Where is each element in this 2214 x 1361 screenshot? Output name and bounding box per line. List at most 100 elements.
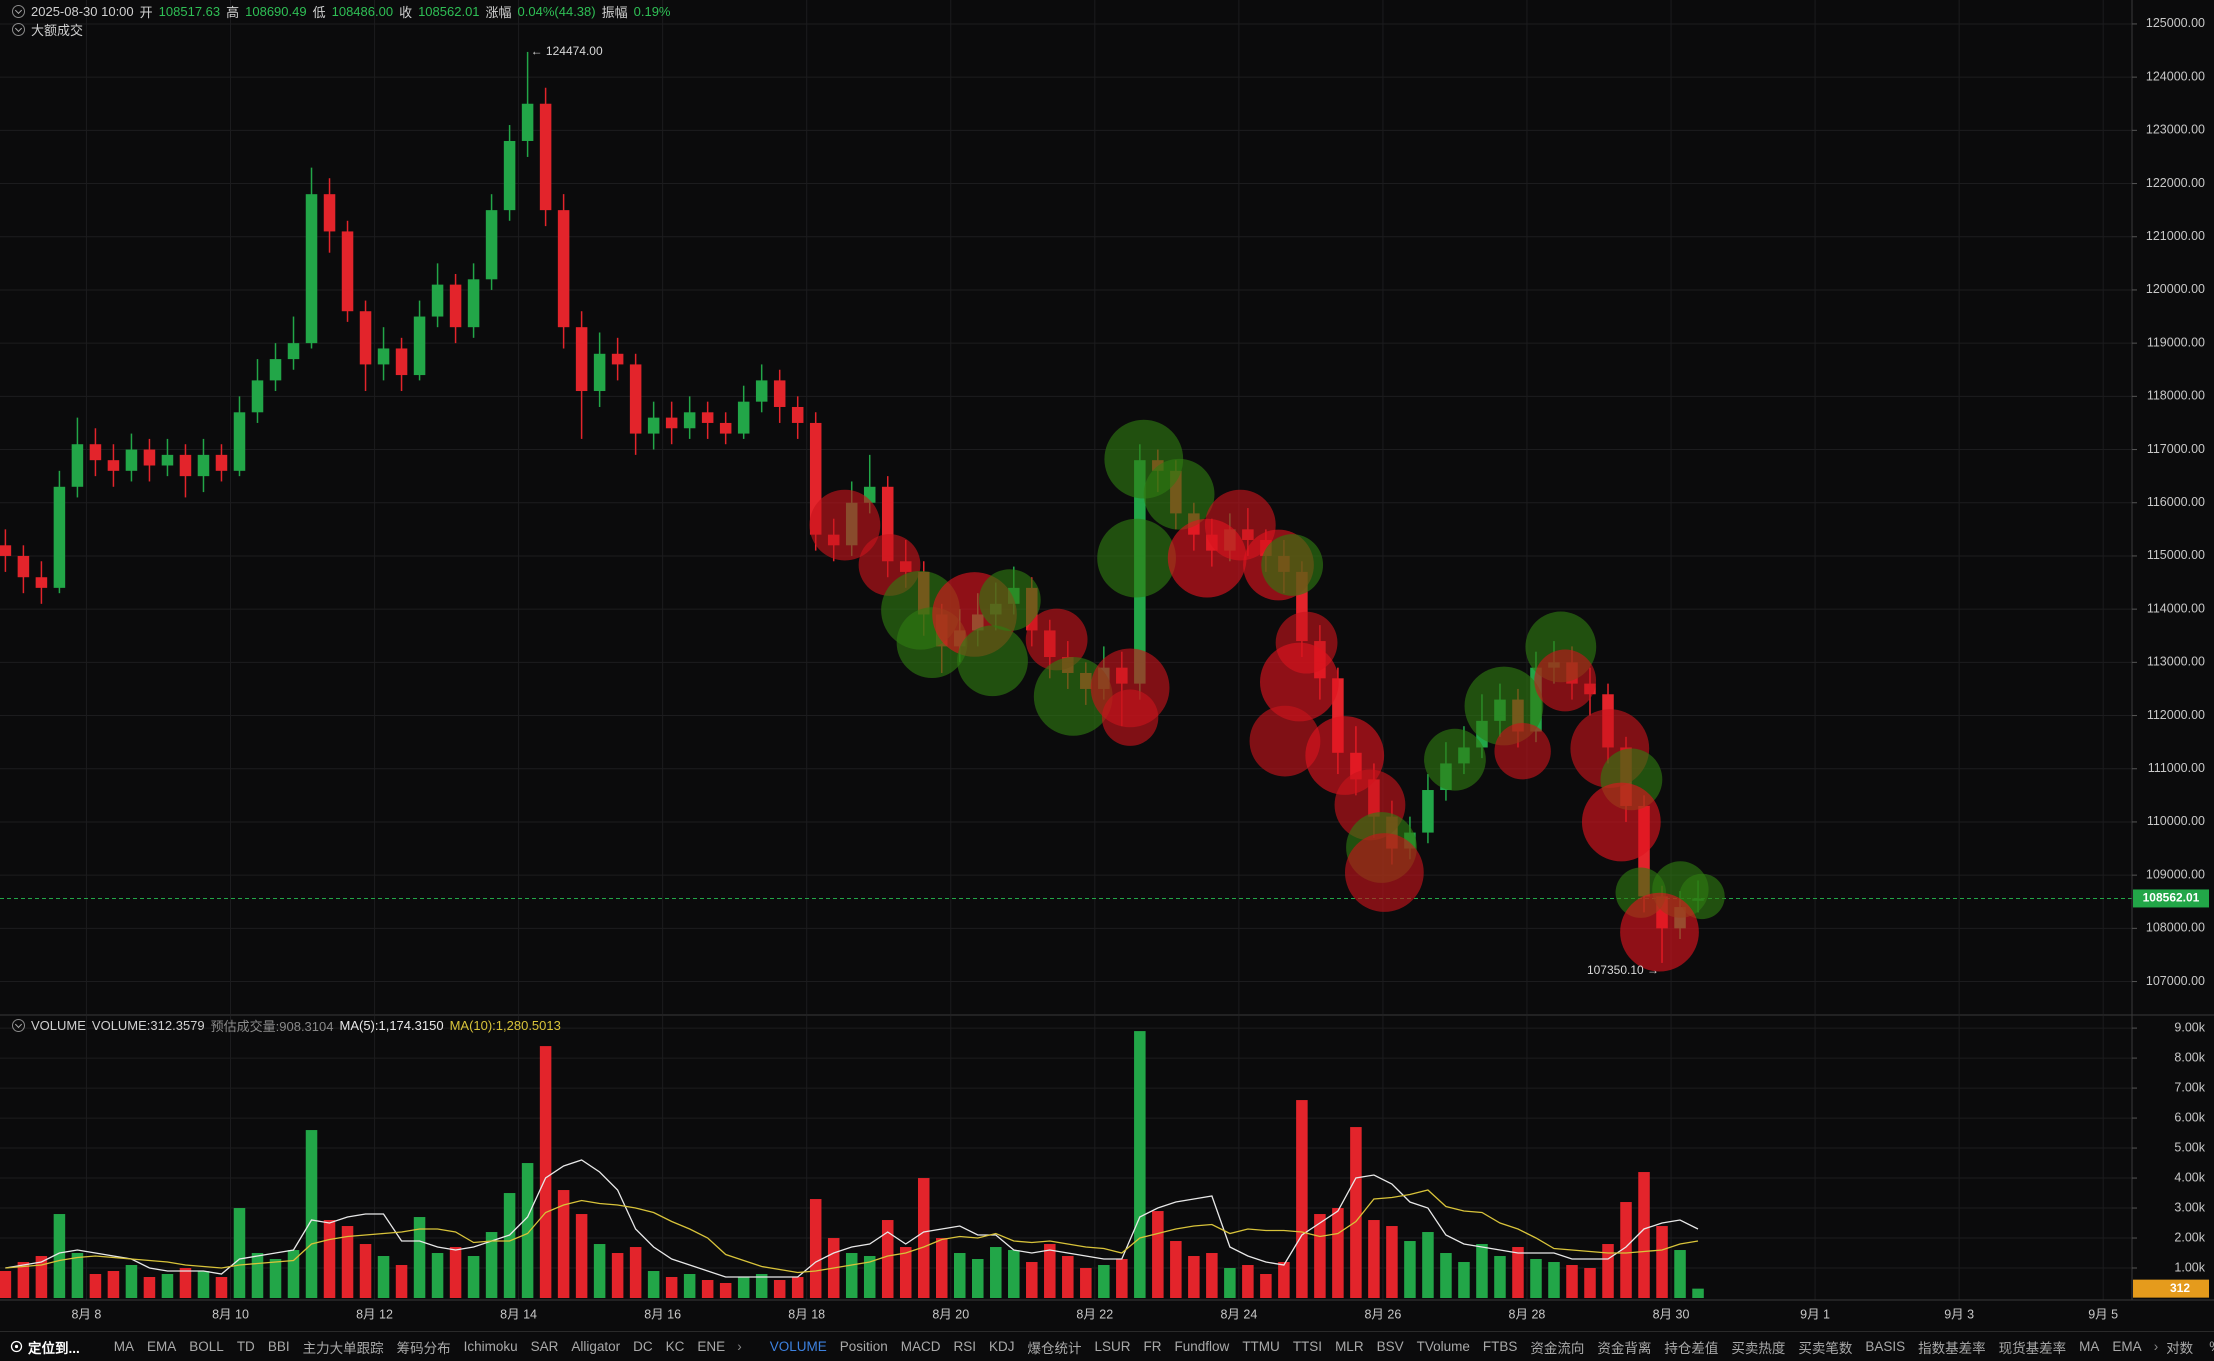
large-trade-bubble [1259, 642, 1339, 722]
volume-bar [647, 1271, 660, 1298]
indicator-item[interactable]: FTBS [1482, 1339, 1518, 1354]
locate-text: 定位到... [28, 1340, 80, 1356]
y-tick-label: 109000.00 [2146, 867, 2205, 881]
more-arrow[interactable]: › [737, 1339, 742, 1354]
last-volume-box [2133, 1279, 2209, 1298]
indicator-item[interactable]: DC [633, 1339, 653, 1354]
indicator-item[interactable]: LSUR [1094, 1339, 1131, 1354]
indicator-item[interactable]: BSV [1376, 1339, 1404, 1354]
indicator-item[interactable]: Fundflow [1174, 1339, 1230, 1354]
x-tick-label: 9月 1 [1800, 1307, 1830, 1321]
indicator-item[interactable]: FR [1143, 1339, 1162, 1354]
candle-body [269, 359, 282, 381]
volume-bar [791, 1277, 804, 1298]
ma-line [5, 1159, 1699, 1278]
indicator-item[interactable]: BBI [267, 1339, 290, 1354]
scale-option[interactable]: 对数 [2166, 1340, 2194, 1356]
volume-bar [485, 1232, 498, 1298]
indicator-item[interactable]: MLR [1335, 1339, 1364, 1354]
more-arrow[interactable]: › [2153, 1339, 2159, 1354]
volume-bar [1134, 1031, 1146, 1298]
indicator-item[interactable]: TTSI [1292, 1339, 1323, 1354]
main-indicators: MA EMA BOLL TD BBI 主力大单跟踪 筹码分布 Ichimoku SAR Allig… [114, 1337, 725, 1357]
volume-bar [990, 1247, 1002, 1298]
volume-bar [719, 1283, 732, 1298]
collapse-toggle[interactable] [12, 1019, 25, 1032]
volume-bar [1404, 1241, 1416, 1298]
indicator-item[interactable]: TTMU [1242, 1339, 1280, 1354]
volume-bar [1422, 1232, 1434, 1298]
volume-bar [197, 1271, 210, 1298]
volume-bar [413, 1217, 426, 1298]
candle-body [521, 103, 534, 141]
collapse-toggle[interactable] [12, 23, 25, 36]
indicator-item[interactable]: MA [2079, 1339, 2100, 1354]
large-trade-bubble [1620, 892, 1699, 972]
scale-option[interactable]: % [2209, 1339, 2214, 1354]
indicator-item[interactable]: TVolume [1416, 1339, 1470, 1354]
x-tick-label: 8月 16 [644, 1307, 681, 1321]
extreme-label: ← 124474.00 [531, 44, 603, 58]
candle-body [359, 311, 372, 365]
candle-body [377, 348, 390, 365]
large-trade-bubble [978, 569, 1041, 631]
field-label: 开 [139, 5, 153, 20]
candle-body [395, 348, 408, 376]
indicator-item[interactable]: SAR [530, 1339, 559, 1354]
indicator-item[interactable]: 筹码分布 [396, 1340, 451, 1356]
x-tick-label: 8月 8 [71, 1307, 101, 1321]
indicator-item[interactable]: VOLUME [769, 1339, 827, 1354]
y-tick-label: 122000.00 [2146, 176, 2205, 190]
indicator-item[interactable]: 爆仓统计 [1027, 1340, 1082, 1356]
indicator-item[interactable]: KC [665, 1339, 685, 1354]
indicator-item[interactable]: Position [839, 1339, 888, 1354]
volume-bar [305, 1130, 318, 1298]
x-tick-label: 8月 14 [500, 1307, 537, 1321]
volume-bar [1260, 1274, 1272, 1298]
volume-bar [1566, 1265, 1578, 1298]
indicator-item[interactable]: BASIS [1865, 1339, 1906, 1354]
candle-body [71, 444, 84, 487]
indicator-item[interactable]: Alligator [571, 1339, 621, 1354]
field-value: 108486.00 [331, 4, 394, 19]
volume-bar [449, 1247, 462, 1298]
ohlc-header: 2025-08-30 10:00 开 108517.63 高 108690.49 低 10… [12, 2, 671, 21]
indicator-item[interactable]: EMA [147, 1339, 177, 1354]
candle-body [413, 316, 426, 376]
collapse-toggle[interactable] [12, 5, 25, 18]
indicator-item[interactable]: MA [113, 1339, 135, 1354]
indicator-item[interactable]: 买卖热度 [1731, 1340, 1786, 1356]
indicator-item[interactable]: ENE [697, 1339, 726, 1354]
indicator-item[interactable]: TD [236, 1339, 255, 1354]
candle-body [17, 555, 30, 578]
indicator-item[interactable]: 现货基差率 [1998, 1340, 2067, 1356]
indicator-item[interactable]: 买卖笔数 [1798, 1340, 1853, 1356]
indicator-item[interactable]: KDJ [989, 1339, 1015, 1354]
large-trade-bubble [1025, 608, 1088, 671]
indicator-item[interactable]: BOLL [189, 1339, 224, 1354]
large-trade-bubble [1494, 722, 1551, 780]
indicator-item[interactable]: 指数基差率 [1918, 1340, 1986, 1356]
indicator-item[interactable]: 资金流向 [1530, 1340, 1585, 1356]
y-tick-label: 124000.00 [2146, 69, 2205, 83]
indicator-item[interactable]: 主力大单跟踪 [302, 1340, 384, 1356]
y-tick-label: 115000.00 [2147, 548, 2205, 562]
indicator-item[interactable]: 资金背离 [1597, 1340, 1652, 1356]
ma-line [5, 1189, 1699, 1274]
candle-body [215, 454, 228, 471]
indicator-item[interactable]: EMA [2112, 1339, 2142, 1354]
volume-bar [233, 1208, 246, 1298]
indicator-item[interactable]: MACD [900, 1339, 941, 1354]
volume-bar [1080, 1268, 1092, 1298]
indicator-item[interactable]: RSI [953, 1339, 976, 1354]
volume-legend: 预估成交量:908.3104 [210, 1019, 334, 1034]
volume-bar [1098, 1265, 1110, 1298]
indicator-item[interactable]: 持仓差值 [1664, 1340, 1719, 1356]
volume-bar [0, 1271, 12, 1298]
volume-bar [881, 1220, 894, 1298]
field-value: 0.04%(44.38) [517, 4, 596, 19]
volume-bar [17, 1262, 30, 1298]
locate-button[interactable]: 定位到... [10, 1337, 80, 1357]
indicator-item[interactable]: Ichimoku [463, 1339, 518, 1354]
candle-body [755, 380, 768, 402]
